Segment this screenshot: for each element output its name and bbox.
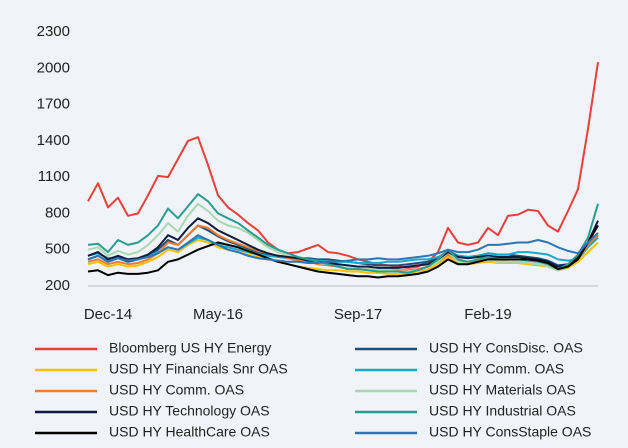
legend-label: USD HY Comm. OAS: [109, 382, 244, 398]
y-tick-label: 800: [45, 204, 70, 221]
x-tick-label: Dec-14: [84, 306, 132, 323]
y-tick-label: 500: [45, 241, 70, 258]
y-tick-label: 1400: [37, 132, 70, 149]
y-tick-label: 1100: [38, 168, 70, 185]
legend-label: USD HY Materials OAS: [429, 382, 576, 398]
y-tick-label: 2000: [37, 59, 70, 76]
y-tick-label: 2300: [37, 23, 70, 40]
legend-label: USD HY Financials Snr OAS: [109, 361, 288, 377]
y-tick-label: 200: [45, 277, 70, 294]
legend-label: USD HY Industrial OAS: [429, 403, 576, 419]
series-line: [87, 62, 599, 269]
legend-label: USD HY Comm. OAS: [429, 361, 564, 377]
x-tick-label: May-16: [193, 306, 243, 323]
series-line: [87, 239, 599, 275]
legend-label: USD HY Technology OAS: [109, 403, 270, 419]
x-tick-label: Feb-19: [464, 306, 512, 323]
series-line: [87, 217, 599, 269]
x-tick-label: Sep-17: [334, 306, 382, 323]
y-tick-label: 1700: [37, 96, 70, 113]
series-line: [87, 232, 599, 264]
series-line: [87, 224, 599, 279]
legend-label: USD HY ConsDisc. OAS: [429, 340, 583, 356]
legend-label: USD HY ConsStaple OAS: [429, 424, 591, 440]
legend-label: Bloomberg US HY Energy: [109, 340, 271, 356]
legend-label: USD HY HealthCare OAS: [109, 424, 270, 440]
